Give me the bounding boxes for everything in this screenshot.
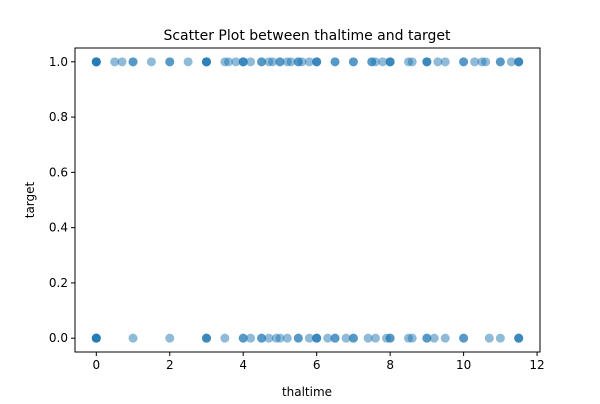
- scatter-point: [220, 333, 230, 343]
- y-tick-label: 0.8: [49, 110, 68, 124]
- y-axis: 0.0 0.2 0.4 0.6 0.8 1.0: [49, 55, 75, 345]
- scatter-point: [348, 333, 358, 343]
- scatter-point: [484, 333, 494, 343]
- x-tick-label: 12: [529, 358, 544, 372]
- scatter-point: [470, 57, 480, 67]
- scatter-point: [293, 333, 303, 343]
- scatter-point: [91, 333, 101, 343]
- scatter-point: [323, 333, 333, 343]
- y-tick-label: 0.6: [49, 165, 68, 179]
- scatter-point: [201, 333, 211, 343]
- scatter-point: [264, 333, 274, 343]
- scatter-point: [440, 57, 450, 67]
- scatter-point: [407, 333, 417, 343]
- scatter-point: [385, 57, 395, 67]
- x-tick-label: 0: [92, 358, 100, 372]
- scatter-point: [459, 333, 469, 343]
- scatter-point: [257, 57, 267, 67]
- scatter-point: [165, 57, 175, 67]
- scatter-point: [297, 57, 307, 67]
- scatter-point: [117, 57, 127, 67]
- x-axis-label: thaltime: [282, 385, 332, 399]
- scatter-point: [385, 333, 395, 343]
- scatter-point: [378, 57, 388, 67]
- scatter-point: [91, 57, 101, 67]
- y-tick-label: 0.2: [49, 276, 68, 290]
- scatter-point: [433, 57, 443, 67]
- scatter-point: [330, 57, 340, 67]
- x-tick-label: 6: [313, 358, 321, 372]
- scatter-point: [348, 57, 358, 67]
- scatter-point: [429, 333, 439, 343]
- y-axis-label: target: [23, 181, 37, 218]
- scatter-point: [514, 333, 524, 343]
- scatter-point: [495, 57, 505, 67]
- scatter-point: [128, 57, 138, 67]
- scatter-point: [282, 333, 292, 343]
- scatter-point: [238, 57, 248, 67]
- scatter-point: [231, 57, 241, 67]
- scatter-point: [246, 333, 256, 343]
- scatter-point: [312, 57, 322, 67]
- scatter-point: [128, 333, 138, 343]
- scatter-point: [110, 57, 120, 67]
- scatter-point: [514, 57, 524, 67]
- scatter-point: [275, 57, 285, 67]
- data-points: [91, 57, 524, 343]
- scatter-point: [370, 333, 380, 343]
- scatter-point: [286, 57, 296, 67]
- scatter-point: [341, 333, 351, 343]
- y-tick-label: 0.0: [49, 331, 68, 345]
- scatter-point: [312, 333, 322, 343]
- scatter-point: [246, 57, 256, 67]
- x-tick-label: 2: [166, 358, 174, 372]
- scatter-point: [363, 333, 373, 343]
- scatter-point: [330, 333, 340, 343]
- x-tick-label: 4: [239, 358, 247, 372]
- y-tick-label: 1.0: [49, 55, 68, 69]
- scatter-point: [459, 57, 469, 67]
- scatter-point: [422, 57, 432, 67]
- scatter-point: [304, 57, 314, 67]
- scatter-point: [407, 57, 417, 67]
- x-tick-label: 10: [456, 358, 471, 372]
- scatter-point: [481, 57, 491, 67]
- scatter-point: [257, 333, 267, 343]
- scatter-point: [440, 333, 450, 343]
- scatter-point: [370, 57, 380, 67]
- scatter-point: [275, 333, 285, 343]
- scatter-point: [183, 57, 193, 67]
- scatter-point: [304, 333, 314, 343]
- x-axis: 0 2 4 6 8 10 12: [92, 352, 545, 372]
- scatter-point: [224, 57, 234, 67]
- plot-area-frame: [74, 47, 541, 353]
- scatter-point: [506, 57, 516, 67]
- scatter-point: [268, 57, 278, 67]
- scatter-point: [495, 333, 505, 343]
- chart-title: Scatter Plot between thaltime and target: [163, 28, 451, 44]
- scatter-point: [146, 57, 156, 67]
- y-tick-label: 0.4: [49, 221, 68, 235]
- scatter-point: [201, 57, 211, 67]
- scatter-point: [238, 333, 248, 343]
- x-tick-label: 8: [386, 358, 394, 372]
- scatter-point: [422, 333, 432, 343]
- scatter-point: [165, 333, 175, 343]
